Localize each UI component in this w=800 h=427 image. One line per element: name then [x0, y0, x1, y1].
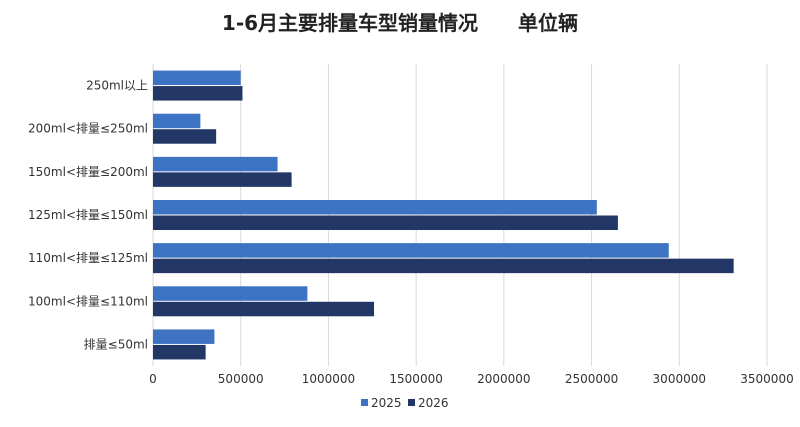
- bar-2025-5: [153, 286, 308, 301]
- bar-2026-3: [153, 215, 618, 230]
- x-tick-labels: 0 500000 1000000 1500000 2000000 2500000 30000…: [149, 372, 794, 386]
- bar-2026-0: [153, 86, 243, 101]
- x-tick-label: 2500000: [565, 372, 618, 386]
- x-tick-label: 1000000: [302, 372, 355, 386]
- category-label: 125ml<排量≤150ml: [28, 208, 148, 222]
- bar-2026-1: [153, 129, 217, 144]
- category-labels: 250ml以上 200ml<排量≤250ml 150ml<排量≤200ml 125ml…: [28, 79, 148, 352]
- bar-2025-3: [153, 200, 597, 215]
- bar-2025-4: [153, 243, 669, 258]
- legend-swatch-2025: [361, 399, 368, 406]
- legend-label: 2026: [418, 396, 449, 410]
- bar-2025-2: [153, 156, 278, 172]
- x-tick-label: 2000000: [477, 372, 530, 386]
- category-label: 150ml<排量≤200ml: [28, 165, 148, 179]
- chart-title: 1-6月主要排量车型销量情况 单位辆: [222, 11, 578, 35]
- category-label: 排量≤50ml: [84, 337, 148, 351]
- x-tick-label: 500000: [218, 372, 264, 386]
- bar-2025-0: [153, 70, 241, 86]
- legend-swatch-2026: [408, 399, 415, 406]
- legend-label: 2025: [371, 396, 402, 410]
- x-tick-label: 3000000: [653, 372, 706, 386]
- bars: [153, 70, 734, 360]
- x-tick-label: 1500000: [389, 372, 442, 386]
- x-tick-label: 3500000: [740, 372, 793, 386]
- category-label: 200ml<排量≤250ml: [28, 122, 148, 136]
- bar-2026-6: [153, 344, 206, 360]
- x-tick-label: 0: [149, 372, 157, 386]
- bar-2026-2: [153, 172, 292, 187]
- legend: 2025 2026: [361, 396, 449, 410]
- bar-2026-4: [153, 258, 734, 274]
- category-label: 110ml<排量≤125ml: [28, 251, 148, 265]
- bar-2026-5: [153, 301, 375, 317]
- bar-2025-6: [153, 329, 215, 344]
- gridlines: [152, 64, 768, 366]
- category-label: 100ml<排量≤110ml: [28, 294, 148, 308]
- category-label: 250ml以上: [86, 79, 148, 93]
- bar-2025-1: [153, 113, 201, 129]
